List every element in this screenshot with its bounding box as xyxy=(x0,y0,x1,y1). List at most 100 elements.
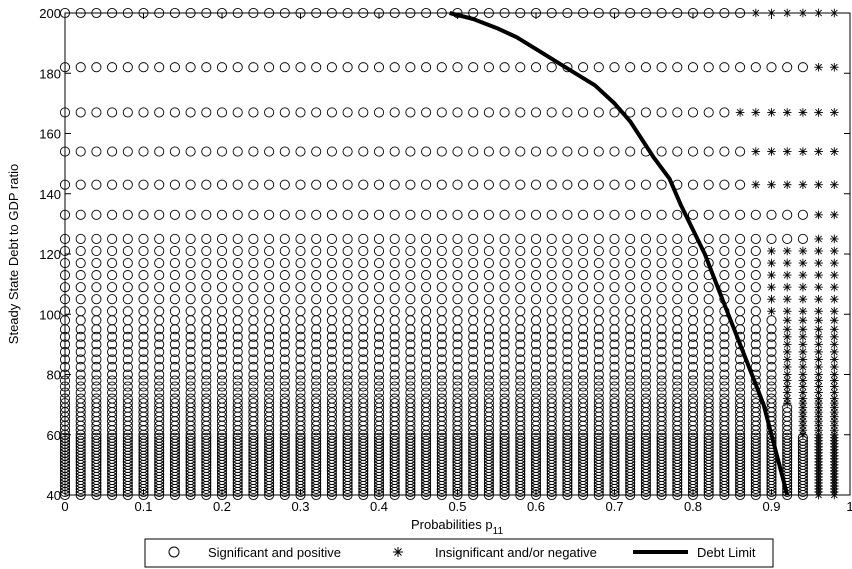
y-tick-label: 40 xyxy=(47,488,61,503)
point-significant xyxy=(499,331,510,342)
point-significant xyxy=(452,331,463,342)
point-significant xyxy=(169,62,180,73)
point-significant xyxy=(389,306,400,317)
point-insignificant xyxy=(798,306,808,316)
point-significant xyxy=(562,435,573,446)
point-insignificant xyxy=(782,147,792,156)
point-significant xyxy=(154,179,165,190)
point-significant xyxy=(232,393,243,404)
point-significant xyxy=(373,245,385,257)
point-significant xyxy=(640,369,651,380)
point-significant xyxy=(609,146,620,157)
point-significant xyxy=(530,209,542,220)
point-significant xyxy=(483,381,494,392)
point-significant xyxy=(656,398,667,409)
point-significant xyxy=(735,270,746,281)
point-significant xyxy=(468,233,479,244)
point-significant xyxy=(373,346,385,357)
point-significant xyxy=(609,435,620,446)
point-significant xyxy=(107,331,118,342)
point-significant xyxy=(107,435,118,446)
point-significant xyxy=(75,435,86,446)
point-significant xyxy=(578,62,589,73)
point-significant xyxy=(452,369,463,380)
point-significant xyxy=(562,339,573,350)
point-significant xyxy=(499,354,510,365)
point-significant xyxy=(530,361,542,373)
point-significant xyxy=(405,369,416,380)
point-significant xyxy=(358,387,369,398)
point-significant xyxy=(436,369,447,380)
point-significant xyxy=(232,179,243,190)
point-significant xyxy=(248,432,259,443)
point-significant xyxy=(593,435,604,446)
point-significant xyxy=(515,361,526,373)
point-significant xyxy=(326,369,337,380)
point-significant xyxy=(169,306,180,317)
point-significant xyxy=(122,270,133,281)
point-significant xyxy=(185,381,196,392)
point-significant xyxy=(578,294,589,305)
point-insignificant xyxy=(814,234,823,244)
legend-label-debt-limit: Debt Limit xyxy=(697,545,756,560)
point-significant xyxy=(107,107,118,118)
point-significant xyxy=(216,346,228,357)
point-significant xyxy=(735,257,746,269)
point-significant xyxy=(735,381,746,392)
point-significant xyxy=(656,393,667,404)
point-insignificant xyxy=(830,362,839,372)
point-significant xyxy=(279,361,290,373)
point-significant xyxy=(122,354,133,365)
point-significant xyxy=(593,62,604,73)
point-significant xyxy=(232,387,243,398)
point-significant xyxy=(672,209,683,220)
point-insignificant xyxy=(814,370,823,379)
point-significant xyxy=(546,331,557,342)
point-significant xyxy=(232,62,243,73)
point-significant xyxy=(546,179,557,190)
point-significant xyxy=(358,270,369,281)
x-axis-label-subscript: 11 xyxy=(493,526,504,537)
point-significant xyxy=(154,339,165,350)
point-significant xyxy=(373,146,385,157)
point-significant xyxy=(530,381,542,392)
point-significant xyxy=(373,361,385,373)
point-significant xyxy=(264,270,275,281)
point-insignificant xyxy=(767,180,776,190)
point-significant xyxy=(452,179,463,190)
point-significant xyxy=(593,369,604,380)
point-significant xyxy=(562,257,573,269)
point-significant xyxy=(421,257,432,269)
point-significant xyxy=(750,306,761,317)
point-insignificant xyxy=(814,62,823,72)
point-insignificant xyxy=(814,355,823,364)
point-significant xyxy=(232,398,243,409)
point-significant xyxy=(91,270,102,281)
point-significant xyxy=(625,354,636,365)
point-significant xyxy=(138,435,149,446)
point-significant xyxy=(185,346,196,357)
point-significant xyxy=(311,282,322,293)
point-significant xyxy=(515,398,526,409)
point-significant xyxy=(232,381,243,392)
point-significant xyxy=(91,107,102,118)
point-insignificant xyxy=(830,388,839,397)
point-significant xyxy=(216,146,228,157)
point-significant xyxy=(656,339,667,350)
point-insignificant xyxy=(767,147,776,156)
point-insignificant xyxy=(782,180,792,190)
point-significant xyxy=(138,257,149,269)
point-significant xyxy=(326,233,337,244)
point-significant xyxy=(295,393,306,404)
point-significant xyxy=(107,339,118,350)
point-significant xyxy=(326,361,337,373)
point-significant xyxy=(625,282,636,293)
point-significant xyxy=(530,306,542,317)
point-significant xyxy=(672,306,683,317)
point-significant xyxy=(530,375,542,386)
point-significant xyxy=(232,107,243,118)
point-significant xyxy=(75,398,86,409)
point-significant xyxy=(326,146,337,157)
point-significant xyxy=(216,245,228,257)
point-significant xyxy=(201,146,212,157)
